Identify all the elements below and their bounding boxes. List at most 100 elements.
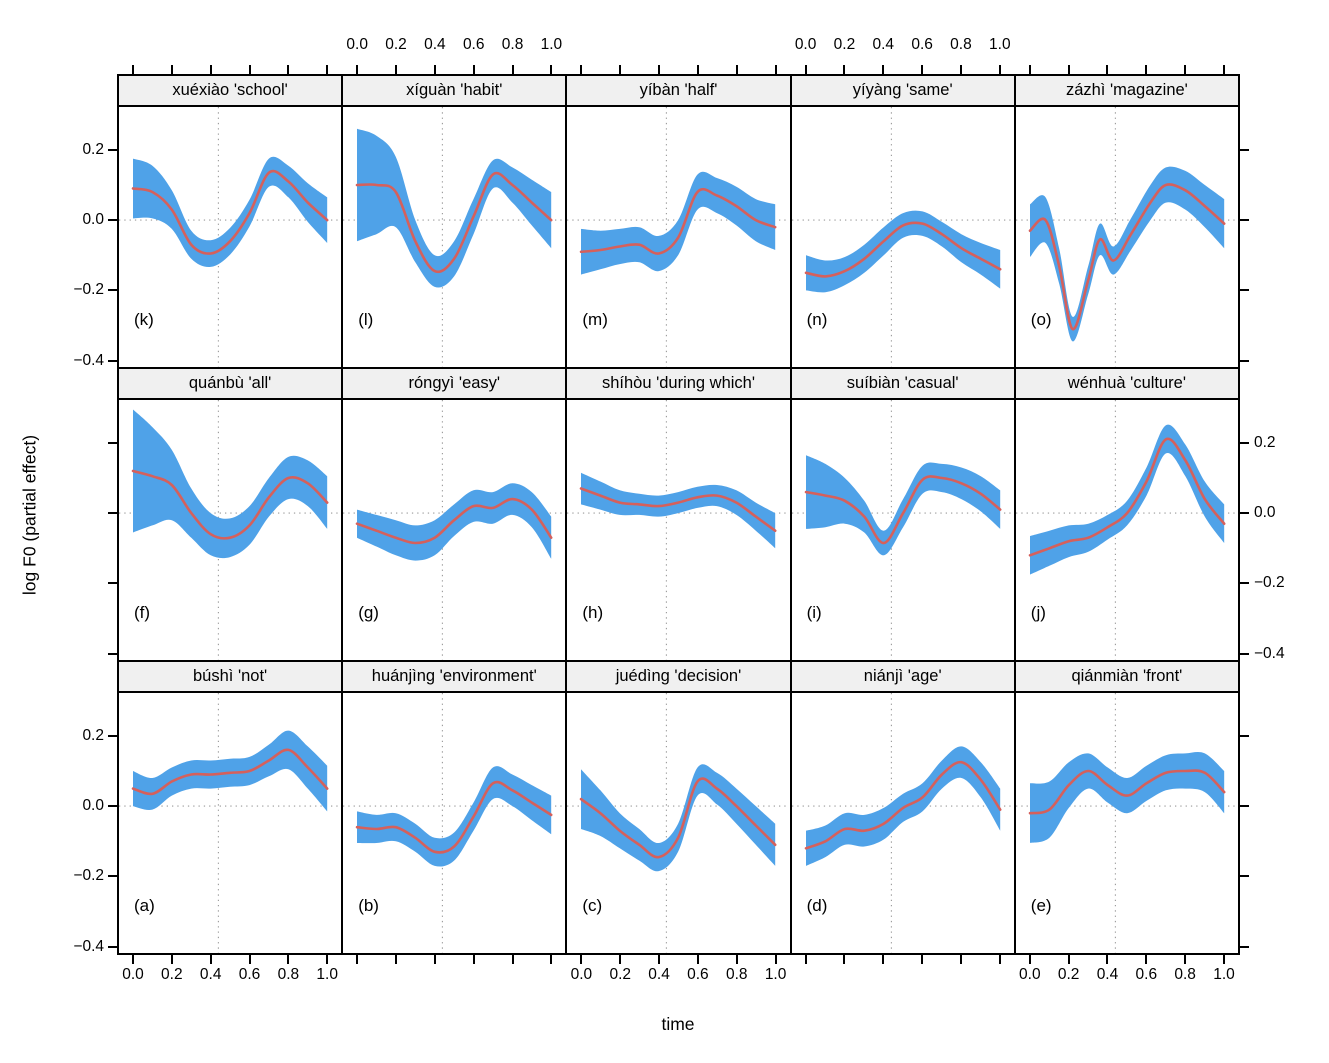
axis-tick <box>843 65 846 74</box>
axis-tick <box>287 65 290 74</box>
axis-tick <box>735 65 738 74</box>
panel-letter: (a) <box>134 895 155 915</box>
x-tick-label-top: 0.6 <box>462 36 485 53</box>
x-tick-label-top: 0.2 <box>385 36 407 53</box>
panel-chart <box>343 107 565 367</box>
panel-cell-n: yíyàng 'same' (n) <box>791 76 1014 367</box>
axis-tick <box>882 955 885 964</box>
axis-tick <box>998 955 1001 964</box>
smooth-line <box>1030 771 1224 814</box>
axis-tick <box>108 652 117 655</box>
axis-tick <box>804 955 807 964</box>
panel-cell-c: juédìng 'decision' (c) <box>567 662 790 953</box>
strip-title: niánjì 'age' <box>791 662 1014 693</box>
panel-plot-area: (c) <box>567 693 789 953</box>
axis-tick <box>696 65 699 74</box>
axis-tick <box>959 955 962 964</box>
strip-title: quánbù 'all' <box>119 369 342 400</box>
confidence-band <box>132 156 328 268</box>
panel-plot-area: (e) <box>1016 693 1238 953</box>
axis-tick <box>774 65 777 74</box>
axis-tick <box>550 955 553 964</box>
panel-chart <box>119 693 341 953</box>
axis-tick <box>1240 441 1249 444</box>
axis-tick <box>209 65 212 74</box>
y-tick-label-left: 0.0 <box>82 797 104 815</box>
strip-title: xuéxiào 'school' <box>119 76 342 107</box>
x-tick-label-bottom: 0.4 <box>648 966 670 983</box>
y-tick-label-left: −0.4 <box>73 351 104 369</box>
y-axis-title: log F0 (partial effect) <box>19 434 40 596</box>
axis-tick <box>959 65 962 74</box>
axis-tick <box>774 955 777 964</box>
panel-letter: (m) <box>582 309 608 329</box>
axis-tick <box>696 955 699 964</box>
axis-tick <box>511 955 514 964</box>
panel-cell-k: xuéxiào 'school' (k) <box>119 76 342 367</box>
panel-letter: (d) <box>806 895 828 915</box>
axis-tick <box>1240 148 1249 151</box>
smooth-line <box>357 782 551 852</box>
axis-tick <box>1145 955 1148 964</box>
axis-tick <box>170 955 173 964</box>
smooth-line <box>806 223 1000 277</box>
axis-tick <box>1028 955 1031 964</box>
axis-tick <box>1106 65 1109 74</box>
confidence-band <box>581 171 776 275</box>
axis-tick <box>921 955 924 964</box>
x-tick-label-bottom: 1.0 <box>316 966 338 983</box>
y-tick-label-left: −0.2 <box>73 867 104 885</box>
x-tick-label-bottom: 0.8 <box>277 966 300 983</box>
x-tick-label-bottom: 0.6 <box>238 966 261 983</box>
axis-tick <box>472 955 475 964</box>
axis-tick <box>108 875 117 878</box>
axis-tick <box>1240 734 1249 737</box>
axis-tick <box>1240 582 1249 585</box>
axis-tick <box>248 65 251 74</box>
axis-tick <box>108 945 117 948</box>
axis-tick <box>658 955 661 964</box>
axis-tick <box>1240 289 1249 292</box>
axis-tick <box>108 289 117 292</box>
confidence-band <box>581 764 776 872</box>
strip-title: róngyì 'easy' <box>343 369 566 400</box>
axis-tick <box>108 805 117 808</box>
axis-tick <box>1240 652 1249 655</box>
panel-letter: (k) <box>134 309 154 329</box>
confidence-band <box>805 210 1000 293</box>
strip-title: wénhuà 'culture' <box>1015 369 1238 400</box>
x-tick-label-top: 0.4 <box>424 36 446 53</box>
x-tick-label-top: 0.4 <box>872 36 895 53</box>
panel-letter: (g) <box>358 602 379 622</box>
panel-cell-j: wénhuà 'culture' (j) <box>1015 369 1238 660</box>
axis-tick <box>1240 219 1249 222</box>
axis-tick <box>108 148 117 151</box>
x-tick-label-top: 0.0 <box>346 36 368 53</box>
axis-tick <box>326 955 329 964</box>
panel-chart <box>567 693 789 953</box>
axis-tick <box>511 65 514 74</box>
panel-letter: (n) <box>806 309 828 329</box>
axis-tick <box>356 65 359 74</box>
panel-chart <box>1016 400 1238 660</box>
axis-tick <box>108 441 117 444</box>
x-tick-label-top: 1.0 <box>540 36 563 53</box>
confidence-band <box>805 455 1000 556</box>
panel-plot-area: (f) <box>119 400 341 660</box>
panel-chart <box>119 400 341 660</box>
panel-letter: (i) <box>806 602 822 622</box>
axis-tick <box>882 65 885 74</box>
panel-cell-b: huánjìng 'environment' (b) <box>343 662 566 953</box>
panel-cell-a: búshì 'not' (a) <box>119 662 342 953</box>
confidence-band <box>581 472 776 549</box>
axis-tick <box>1240 512 1249 515</box>
smooth-line <box>357 173 551 272</box>
smooth-line <box>806 762 1000 848</box>
y-tick-label-left: 0.0 <box>82 211 104 229</box>
x-tick-label-bottom: 0.6 <box>687 966 709 983</box>
panel-plot-area: (k) <box>119 107 341 367</box>
confidence-band <box>357 766 552 867</box>
axis-tick <box>1240 945 1249 948</box>
panel-letter: (b) <box>358 895 379 915</box>
